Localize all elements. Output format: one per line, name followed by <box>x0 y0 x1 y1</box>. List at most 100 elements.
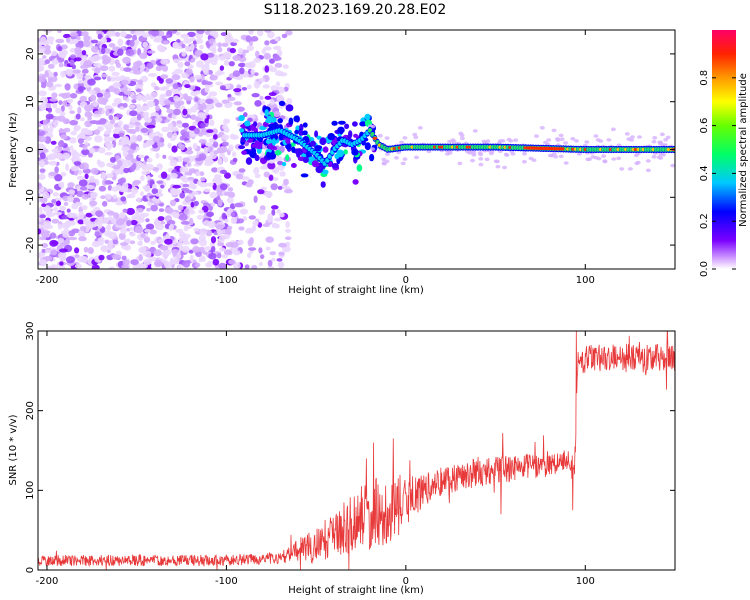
spectrogram-noise-cell <box>209 75 218 81</box>
spectrogram-noise-cell <box>113 212 119 220</box>
spectrogram-noise-cell <box>253 195 258 203</box>
spectrogram-noise-cell <box>279 212 285 218</box>
spectrogram-noise-cell <box>218 146 228 153</box>
spectrogram-signal-cell <box>285 104 294 112</box>
spectrogram-noise-cell <box>75 41 85 49</box>
spectrogram-halo-cell <box>381 161 387 165</box>
spectrogram-noise-cell <box>69 145 74 151</box>
spectrogram-noise-cell <box>200 122 206 129</box>
spectrogram-noise-cell <box>174 68 183 75</box>
spectrogram-noise-cell <box>202 69 208 74</box>
spectrogram-halo-cell <box>478 162 484 167</box>
spectrogram-noise-cell <box>51 148 59 153</box>
spectrogram-noise-cell <box>111 102 119 107</box>
spectrogram-noise-cell <box>137 241 142 246</box>
spectrogram-halo-cell <box>663 138 669 142</box>
spectrogram-noise-cell <box>119 211 126 219</box>
spectrogram-halo-cell <box>402 136 408 140</box>
spectrogram-noise-cell <box>247 239 254 247</box>
spectrogram-halo-cell <box>546 138 552 142</box>
spectrogram-noise-cell <box>263 52 271 60</box>
spectrogram-noise-cell <box>224 172 231 179</box>
spectrogram-noise-cell <box>49 40 54 45</box>
spectrogram-noise-cell <box>49 264 59 269</box>
spectrogram-noise-cell <box>84 104 93 112</box>
spectrogram-noise-cell <box>70 165 80 172</box>
spectrogram-noise-cell <box>211 167 218 173</box>
spectrogram-halo-cell <box>651 139 657 144</box>
spectrogram-noise-cell <box>230 216 238 224</box>
spectrogram-noise-cell <box>200 53 209 61</box>
spectrogram-noise-cell <box>150 240 156 245</box>
spectrogram-signal-cell <box>254 140 260 149</box>
spectrogram-noise-cell <box>194 262 201 268</box>
spectrogram-noise-cell <box>38 223 43 229</box>
spectrogram-noise-cell <box>171 30 178 34</box>
snr-xtick-label: -200 <box>36 576 59 587</box>
spectrogram-signal-cell <box>352 121 358 127</box>
spectrogram-noise-cell <box>198 153 207 161</box>
spectrogram-noise-cell <box>48 126 54 134</box>
spectrogram-noise-cell <box>159 86 168 91</box>
spectrogram-noise-cell <box>190 114 197 121</box>
spectrogram-noise-cell <box>104 180 113 185</box>
spectrogram-signal-cell <box>266 115 273 124</box>
spectrogram-noise-cell <box>129 110 138 117</box>
spectrogram-noise-cell <box>232 157 238 163</box>
spectrogram-noise-cell <box>270 183 278 191</box>
spectrogram-noise-cell <box>286 97 293 105</box>
spectrogram-noise-cell <box>59 111 66 117</box>
spectrogram-signal-cell <box>265 139 274 145</box>
spectrogram-noise-cell <box>77 86 87 91</box>
spectrogram-halo-cell <box>656 155 662 159</box>
spectrogram-noise-cell <box>130 219 138 226</box>
spectrogram-noise-cell <box>144 185 151 193</box>
spectrogram-halo-cell <box>417 126 423 130</box>
spectrogram-noise-cell <box>223 156 229 163</box>
spectrogram-halo-cell <box>370 124 376 129</box>
spectrogram-noise-cell <box>107 185 113 191</box>
spectrogram-noise-cell <box>205 142 213 147</box>
spectrogram-noise-cell <box>108 114 114 121</box>
spectrogram-line-peak <box>560 147 565 151</box>
spectrogram-noise-cell <box>217 157 223 165</box>
spectrogram-noise-cell <box>247 252 252 259</box>
spectrogram-halo-cell <box>627 167 633 171</box>
spectrogram-noise-cell <box>193 200 199 207</box>
spectrogram-noise-cell <box>58 237 64 244</box>
spectrogram-noise-cell <box>172 212 180 218</box>
spectrogram-halo-cell <box>521 160 527 164</box>
spectrogram-signal-cell <box>369 153 375 162</box>
spectrogram-noise-cell <box>278 242 287 248</box>
spectrogram-noise-cell <box>164 261 172 269</box>
spectrogram-noise-cell <box>215 102 223 108</box>
spectrogram-halo-cell <box>626 137 632 141</box>
spectrogram-noise-cell <box>215 81 224 86</box>
spectrogram-noise-cell <box>39 214 46 219</box>
spectrogram-signal-cell <box>347 134 352 141</box>
spectrogram-noise-cell <box>51 50 58 56</box>
spectrogram-noise-cell <box>103 136 113 143</box>
spectrogram-noise-cell <box>211 47 217 54</box>
spectrogram-noise-cell <box>203 220 211 227</box>
spectrogram-noise-cell <box>220 169 227 174</box>
figure-title: S118.2023.169.20.28.E02 <box>264 2 447 18</box>
spectrogram-noise-cell <box>221 141 229 147</box>
spectrogram-noise-cell <box>172 132 178 140</box>
spectrogram-noise-cell <box>79 225 87 232</box>
spectrogram-line-peak <box>372 136 378 140</box>
spectrogram-noise-cell <box>62 152 71 160</box>
spectrogram-noise-cell <box>195 60 204 68</box>
spectrogram-noise-cell <box>155 131 161 135</box>
snr-ytick-label: 0 <box>25 567 36 573</box>
spectrogram-noise-cell <box>108 240 114 246</box>
spectrogram-noise-cell <box>223 59 230 66</box>
spectrogram-noise-cell <box>277 160 284 166</box>
spectrogram-noise-cell <box>139 191 144 197</box>
spectrogram-noise-cell <box>62 118 70 125</box>
spectrogram-noise-cell <box>135 95 145 100</box>
spectrogram-halo-cell <box>633 153 639 158</box>
spectrogram-noise-cell <box>80 128 88 134</box>
spectrogram-noise-cell <box>253 81 261 89</box>
